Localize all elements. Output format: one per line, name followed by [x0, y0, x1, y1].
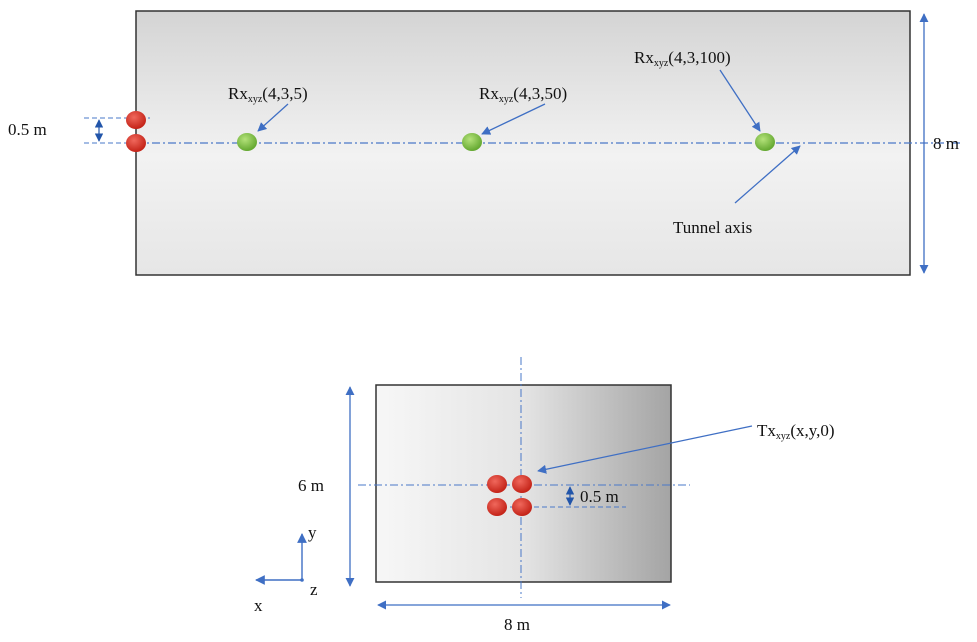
transmitter-marker: [487, 475, 507, 493]
receiver-pointer-arrow: [257, 103, 289, 132]
tunnel-axis-label: Tunnel axis: [673, 218, 752, 237]
receiver-marker: [755, 133, 775, 151]
top-height-label: 8 m: [933, 134, 959, 153]
axes-legend: y x z: [254, 523, 318, 615]
transmitter-marker: [512, 498, 532, 516]
transmitter-pointer-arrow: [537, 425, 753, 474]
transmitter-label: Txxyz(x,y,0): [757, 421, 835, 442]
section-spacing-label: 0.5 m: [580, 487, 619, 506]
y-axis-label: y: [308, 523, 317, 542]
section-width-label: 8 m: [504, 615, 530, 634]
transmitter-marker: [126, 111, 146, 129]
transmitter-marker: [512, 475, 532, 493]
transmitter-marker: [126, 134, 146, 152]
receiver-label: Rxxyz(4,3,100): [634, 48, 731, 69]
receiver-label: Rxxyz(4,3,5): [228, 84, 308, 105]
top-view: 0.5 m Rxxyz(4,3,5) Rxxyz(4,3,50) Rxxyz(4…: [8, 10, 962, 276]
z-axis-label: z: [310, 580, 318, 599]
receiver-label: Rxxyz(4,3,50): [479, 84, 567, 105]
receiver-pointer-arrow: [719, 69, 761, 132]
receiver-pointer-arrow: [481, 103, 546, 135]
x-axis-label: x: [254, 596, 263, 615]
cross-section-view: 0.5 m Txxyz(x,y,0) 6 m 8 m: [298, 357, 835, 634]
section-height-label: 6 m: [298, 476, 324, 495]
tunnel-axis-pointer-arrow: [734, 145, 801, 204]
top-spacing-label: 0.5 m: [8, 120, 47, 139]
receiver-marker: [237, 133, 257, 151]
transmitter-marker: [487, 498, 507, 516]
receiver-marker: [462, 133, 482, 151]
z-axis-origin: [300, 578, 304, 582]
